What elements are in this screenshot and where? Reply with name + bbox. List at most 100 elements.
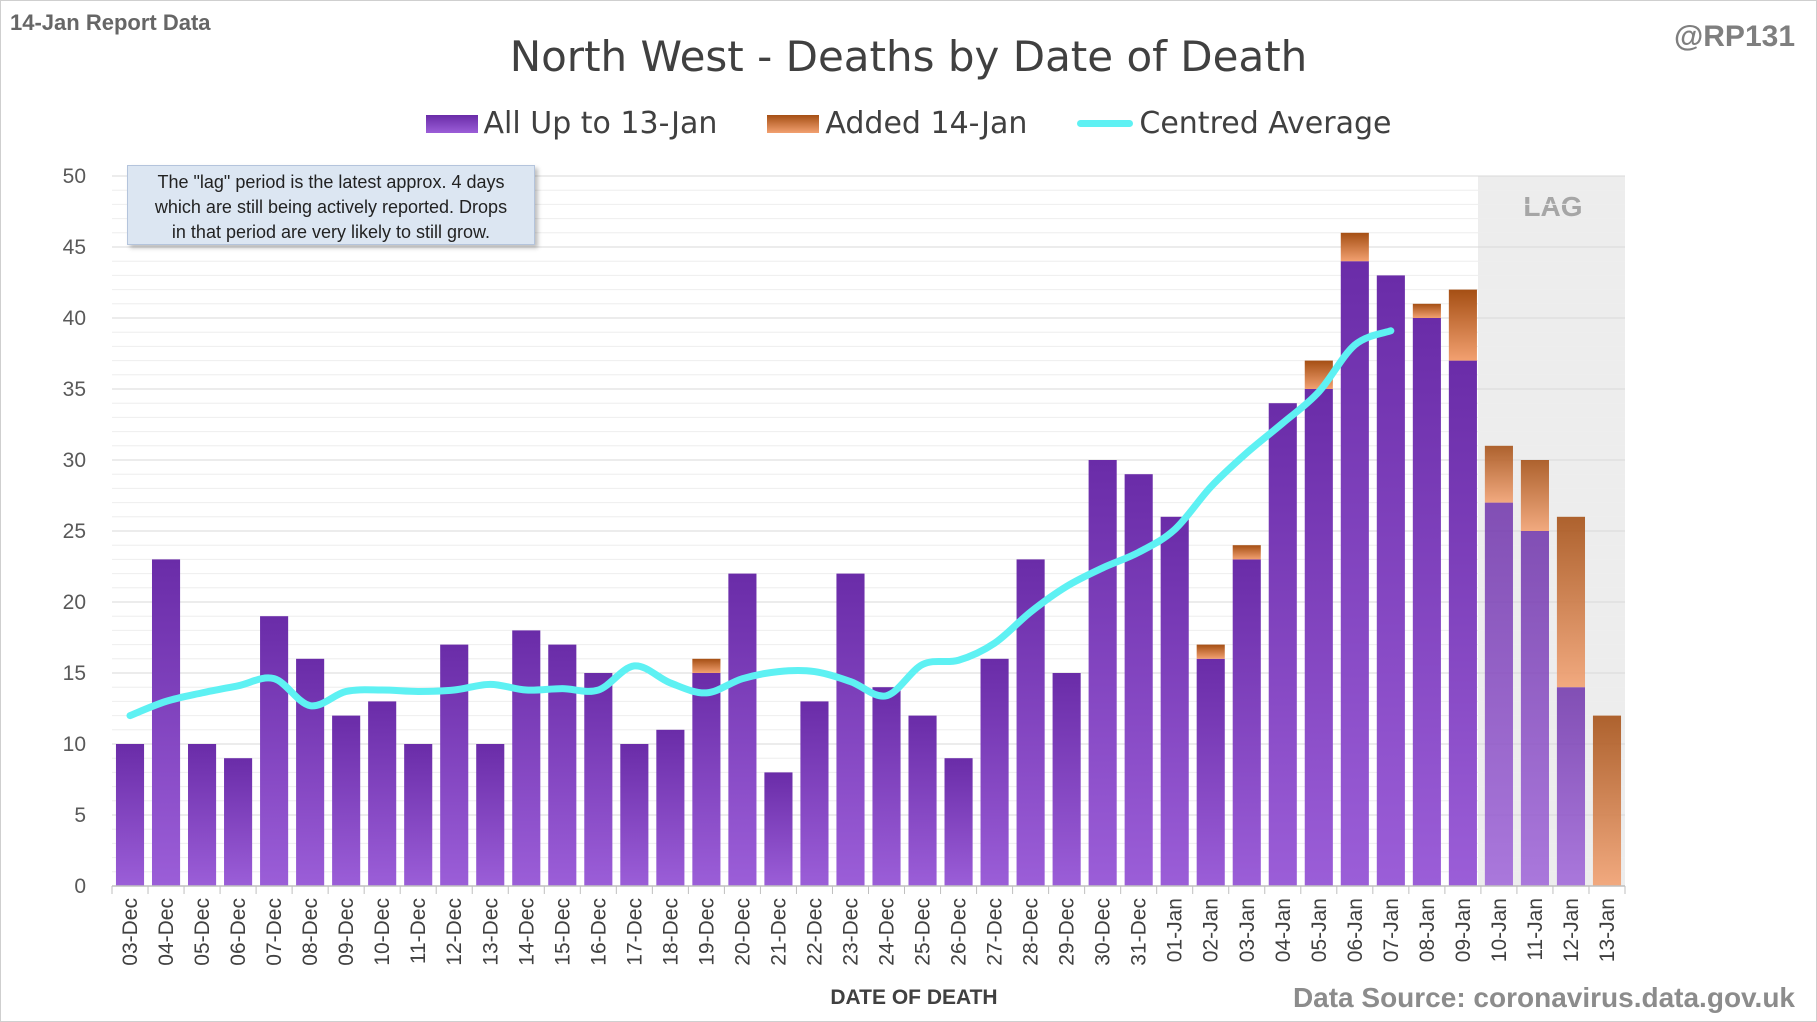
bar-base — [764, 772, 793, 886]
centred-average-line — [126, 327, 1395, 720]
x-tick-label: 03-Jan — [1236, 898, 1259, 962]
lag-note: The "lag" period is the latest approx. 4… — [127, 165, 535, 245]
x-tick-label: 19-Dec — [695, 898, 718, 966]
y-tick-label: 45 — [63, 236, 86, 259]
bar-base — [656, 729, 685, 886]
x-tick-label: 21-Dec — [767, 898, 790, 966]
x-tick-label: 08-Dec — [299, 898, 322, 966]
x-tick-label: 05-Jan — [1308, 898, 1331, 962]
y-tick-label: 15 — [63, 662, 86, 685]
x-tick-label: 11-Jan — [1524, 898, 1547, 961]
x-tick-label: 11-Dec — [407, 898, 430, 964]
lag-note-line-1: The "lag" period is the latest approx. 4… — [157, 172, 505, 192]
bar-base — [980, 658, 1009, 886]
x-tick-label: 04-Dec — [155, 898, 178, 966]
bar-added — [1592, 715, 1622, 886]
y-tick-label: 5 — [74, 804, 86, 827]
x-tick-label: 31-Dec — [1128, 898, 1151, 966]
x-tick-label: 29-Dec — [1056, 898, 1079, 966]
x-tick-label: 09-Dec — [335, 898, 358, 966]
legend-item-added: Added 14-Jan — [767, 106, 1027, 141]
bar-base — [188, 744, 217, 886]
bar-base — [1484, 502, 1513, 886]
bar-base — [1160, 516, 1189, 886]
bar-added — [1448, 289, 1477, 361]
x-tick-label: 13-Dec — [479, 898, 502, 966]
x-tick-label: 28-Dec — [1020, 898, 1043, 966]
bar-base — [404, 744, 433, 886]
bar-base — [728, 573, 757, 886]
bar-added — [1556, 516, 1586, 688]
bar-base — [1376, 275, 1405, 886]
legend-label-added: Added 14-Jan — [825, 106, 1028, 141]
x-tick-label: 06-Dec — [227, 898, 250, 966]
legend-swatch-added — [767, 114, 820, 133]
bar-base — [224, 758, 253, 886]
x-tick-label: 27-Dec — [984, 898, 1007, 966]
lag-label: LAG — [1523, 191, 1582, 222]
y-tick-label: 25 — [63, 520, 86, 543]
bar-base — [800, 701, 829, 886]
bar-added — [1520, 460, 1549, 531]
bar-base — [908, 715, 937, 886]
bar-added — [1340, 232, 1369, 262]
x-tick-label: 07-Jan — [1380, 898, 1403, 962]
x-tick-label: 26-Dec — [948, 898, 971, 966]
bar-base — [836, 573, 865, 886]
x-tick-label: 12-Dec — [443, 898, 466, 966]
y-tick-label: 40 — [63, 307, 86, 330]
bar-base — [332, 715, 361, 886]
legend-label-average: Centred Average — [1139, 106, 1392, 141]
x-tick-label: 30-Dec — [1092, 898, 1115, 966]
bar-base — [512, 630, 541, 886]
x-tick-label: 24-Dec — [876, 898, 899, 966]
y-tick-label: 20 — [63, 591, 86, 614]
bar-added — [1484, 445, 1513, 503]
bar-base — [476, 744, 505, 886]
x-tick-label: 08-Jan — [1416, 898, 1439, 962]
x-axis-label: DATE OF DEATH — [830, 986, 998, 1009]
bar-base — [548, 644, 577, 886]
chart-title: North West - Deaths by Date of Death — [509, 32, 1308, 81]
bar-base — [151, 559, 181, 886]
x-tick-label: 06-Jan — [1344, 898, 1367, 962]
x-tick-label: 05-Dec — [191, 898, 214, 966]
bar-base — [944, 758, 973, 886]
x-tick-label: 16-Dec — [587, 898, 610, 966]
lag-note-line-3: in that period are very likely to still … — [171, 222, 491, 242]
bar-base — [584, 673, 613, 886]
x-tick-label: 17-Dec — [623, 898, 646, 966]
data-source: Data Source: coronavirus.data.gov.uk — [1292, 982, 1795, 1013]
bar-base — [1520, 531, 1549, 886]
bar-added — [1196, 644, 1225, 659]
x-tick-label: 04-Jan — [1272, 898, 1295, 962]
y-tick-label: 50 — [63, 165, 86, 188]
x-tick-label: 10-Jan — [1488, 898, 1511, 962]
bar-base — [1196, 658, 1225, 886]
bar-base — [1052, 673, 1081, 886]
bar-base — [1268, 403, 1297, 886]
bar-base — [260, 616, 289, 886]
legend-item-base: All Up to 13-Jan — [425, 106, 717, 141]
bar-base — [296, 658, 325, 886]
x-tick-label: 15-Dec — [551, 898, 574, 966]
x-tick-label: 20-Dec — [731, 898, 754, 966]
bar-base — [115, 744, 145, 886]
legend: All Up to 13-Jan Added 14-Jan Centred Av… — [0, 106, 1817, 141]
bar-base — [1124, 474, 1153, 886]
bar-base — [1088, 460, 1117, 886]
x-tick-label: 25-Dec — [912, 898, 935, 966]
bar-added — [1412, 303, 1441, 318]
bar-base — [1304, 389, 1333, 886]
bar-base — [1412, 318, 1441, 886]
bar-base — [1232, 559, 1261, 886]
bar-base — [1556, 687, 1586, 886]
y-tick-label: 30 — [63, 449, 86, 472]
x-tick-label: 12-Jan — [1560, 898, 1583, 962]
legend-item-average: Centred Average — [1077, 106, 1391, 141]
bar-base — [620, 744, 649, 886]
x-tick-label: 23-Dec — [839, 898, 862, 966]
bar-base — [1340, 261, 1369, 886]
bar-base — [368, 701, 397, 886]
